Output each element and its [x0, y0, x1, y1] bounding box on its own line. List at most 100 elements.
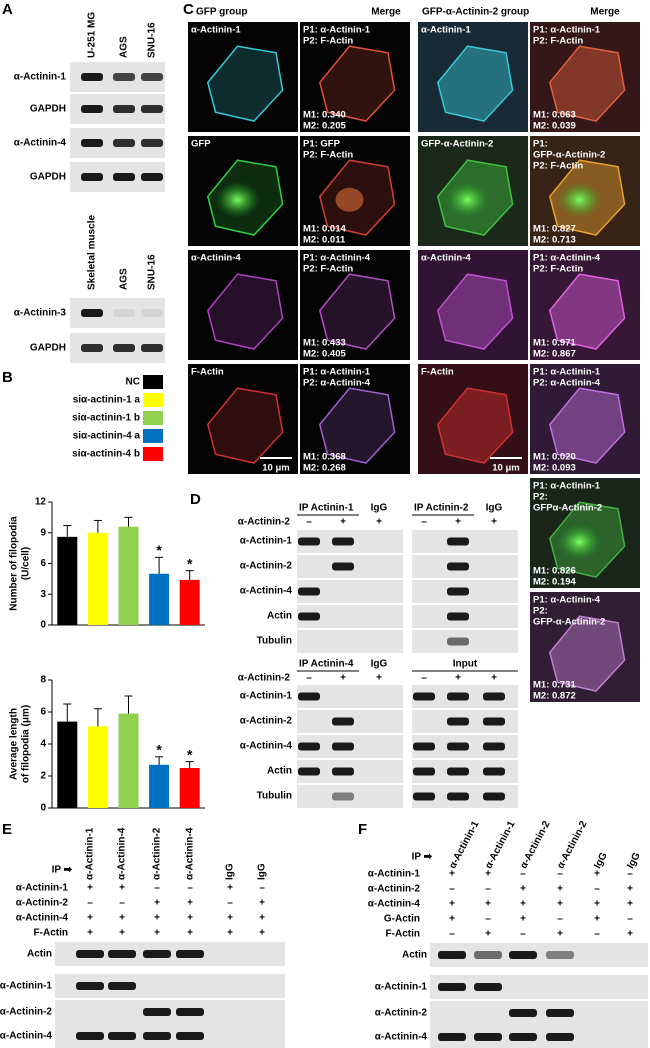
- micrograph: [418, 364, 528, 474]
- sign: +: [455, 673, 461, 684]
- scale-bar-label: 10 μm: [492, 463, 519, 474]
- sign: +: [87, 883, 93, 894]
- legend-label: siα-actinin-1 a: [73, 395, 141, 406]
- row-label: α-Actinin-1: [375, 982, 428, 993]
- blot-band: [81, 73, 103, 81]
- bar: [118, 526, 139, 625]
- blot-band: [298, 587, 320, 596]
- panel-label: A: [2, 1, 13, 18]
- error-bar: [155, 756, 164, 765]
- panel-label: F: [358, 821, 367, 838]
- blot-band: [143, 1008, 171, 1016]
- cell-outline: [206, 387, 284, 464]
- sign: –: [557, 914, 563, 925]
- coefficient: M1: 0.368: [303, 452, 346, 463]
- row-label: α-Actinin-1: [0, 981, 52, 992]
- error-bar: [93, 708, 102, 727]
- sign: +: [87, 928, 93, 939]
- blot-strip: [297, 580, 403, 603]
- treatment-label: α-Actinin-2: [238, 517, 291, 528]
- sign: –: [594, 929, 600, 940]
- row-label: α-Actinin-4: [240, 741, 293, 752]
- y-tick-label: 0: [40, 803, 46, 814]
- y-tick-label: 6: [40, 707, 46, 718]
- bar: [87, 532, 108, 625]
- sign: +: [485, 929, 491, 940]
- sign: –: [421, 517, 427, 528]
- sign: +: [520, 914, 526, 925]
- sign: –: [154, 883, 160, 894]
- lane-label: IgG: [592, 851, 610, 871]
- sign: +: [87, 913, 93, 924]
- error-bar: [185, 570, 194, 580]
- ip-title: IP Actinin-4: [299, 659, 354, 670]
- image-label: P2: F-Actin: [303, 264, 353, 275]
- blot-band: [141, 309, 163, 317]
- legend-label: siα-actinin-1 b: [72, 413, 140, 424]
- ip-marker: IP ➡: [412, 852, 433, 863]
- blot-band: [509, 1009, 537, 1017]
- micrograph: [188, 136, 298, 246]
- sign: –: [227, 898, 233, 909]
- error-bar: [63, 703, 72, 722]
- sign: –: [594, 884, 600, 895]
- image-label: P1: α-Actinin-4: [533, 595, 601, 606]
- sign: –: [485, 884, 491, 895]
- micrograph: [530, 364, 640, 474]
- blot-band: [413, 792, 435, 801]
- blot-band: [141, 105, 163, 113]
- condition-label: α-Actinin-4: [16, 913, 69, 924]
- y-tick-label: 0: [40, 620, 46, 631]
- error-bar: [63, 525, 72, 537]
- sign: –: [87, 898, 93, 909]
- blot-band: [176, 1008, 204, 1016]
- condition-label: α-Actinin-1: [368, 869, 421, 880]
- micrograph: [188, 250, 298, 360]
- blot-band: [483, 792, 505, 801]
- lane-label: α-Actinin-4: [117, 827, 128, 880]
- coefficient: M2: 0.194: [533, 577, 576, 588]
- sign: +: [449, 869, 455, 880]
- blot-band: [332, 792, 354, 801]
- cell-outline: [436, 45, 514, 122]
- coefficient: M1: 0.340: [303, 110, 346, 121]
- blot-band: [447, 742, 469, 751]
- micrograph: [530, 478, 640, 588]
- image-label: P2: F-Actin: [533, 264, 583, 275]
- blot-strip: [430, 975, 648, 999]
- blot-band: [546, 951, 574, 959]
- sign: +: [627, 884, 633, 895]
- micrograph: [188, 364, 298, 474]
- image-label: P1: α-Actinin-1: [533, 481, 601, 492]
- blot-band: [113, 139, 135, 147]
- coefficient: M2: 0.867: [533, 349, 576, 360]
- treatment-label: α-Actinin-2: [238, 673, 291, 684]
- row-label: GAPDH: [30, 343, 66, 354]
- image-label: P1: α-Actinin-1: [303, 25, 371, 36]
- row-label: Tubulin: [257, 791, 292, 802]
- blot-band: [176, 950, 204, 958]
- sign: –: [306, 517, 312, 528]
- image-label: P2: α-Actinin-4: [303, 378, 371, 389]
- lane-label: Skeletal muscle: [87, 215, 98, 290]
- image-label: P1: α-Actinin-1: [533, 25, 601, 36]
- blot-band: [298, 537, 320, 546]
- image-label: GFP-α-Actinin-2: [533, 150, 605, 161]
- row-label: GAPDH: [30, 104, 66, 115]
- blot-band: [509, 1033, 537, 1041]
- y-axis-label: of filopodia (μm): [21, 705, 32, 783]
- legend-label: siα-actinin-4 b: [72, 449, 140, 460]
- row-label: Actin: [27, 949, 52, 960]
- lane-label: α-Actinin-4: [185, 827, 196, 880]
- blot-band: [447, 612, 469, 621]
- ip-title: IP Actinin-2: [414, 503, 469, 514]
- micrograph: [418, 22, 528, 132]
- blot-band: [298, 742, 320, 751]
- row-label: α-Actinin-1: [240, 691, 293, 702]
- sign: –: [259, 883, 265, 894]
- blot-band: [141, 73, 163, 81]
- sign: –: [485, 914, 491, 925]
- coefficient: M2: 0.872: [533, 691, 576, 702]
- cell-outline: [206, 273, 284, 350]
